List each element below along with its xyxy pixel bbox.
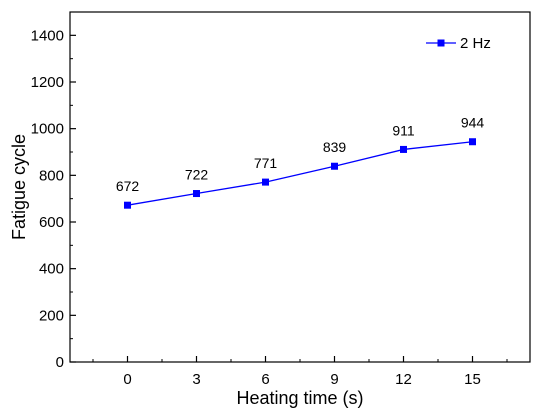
data-point: [262, 178, 269, 186]
data-point: [331, 162, 338, 170]
y-tick-label: 0: [56, 354, 64, 371]
x-tick-label: 0: [123, 371, 131, 388]
data-label: 839: [323, 139, 347, 155]
series-layer: [124, 138, 476, 209]
legend-marker: [437, 39, 445, 47]
data-label: 672: [116, 178, 140, 194]
legend-label: 2 Hz: [460, 35, 491, 52]
y-axis-title: Fatigue cycle: [9, 134, 29, 240]
y-tick-label: 1000: [31, 121, 64, 138]
y-tick-label: 1200: [31, 74, 64, 91]
x-tick-label: 3: [192, 371, 200, 388]
x-axis-title: Heating time (s): [236, 388, 363, 408]
data-label: 911: [392, 122, 415, 138]
y-tick-label: 400: [39, 261, 64, 278]
y-tick-label: 800: [39, 167, 64, 184]
x-tick-label: 12: [395, 371, 412, 388]
data-point: [400, 145, 407, 153]
y-axis: 0 200 400 600 800 1000 1200 1400: [31, 27, 76, 371]
series-line: [127, 141, 473, 206]
y-tick-label: 600: [39, 214, 64, 231]
data-point: [193, 190, 200, 198]
x-tick-label: 9: [330, 371, 338, 388]
x-tick-label: 6: [261, 371, 269, 388]
data-point: [124, 201, 131, 209]
data-label: 944: [461, 115, 485, 131]
data-labels: 672 722 771 839 911 944: [116, 115, 485, 194]
data-label: 722: [185, 167, 209, 183]
x-tick-label: 15: [464, 371, 481, 388]
x-axis: 0 3 6 9 12 15: [92, 356, 508, 388]
y-tick-label: 200: [39, 307, 64, 324]
y-tick-label: 1400: [31, 27, 64, 44]
data-point: [469, 138, 476, 146]
legend: 2 Hz: [426, 35, 491, 52]
data-label: 771: [254, 155, 278, 171]
